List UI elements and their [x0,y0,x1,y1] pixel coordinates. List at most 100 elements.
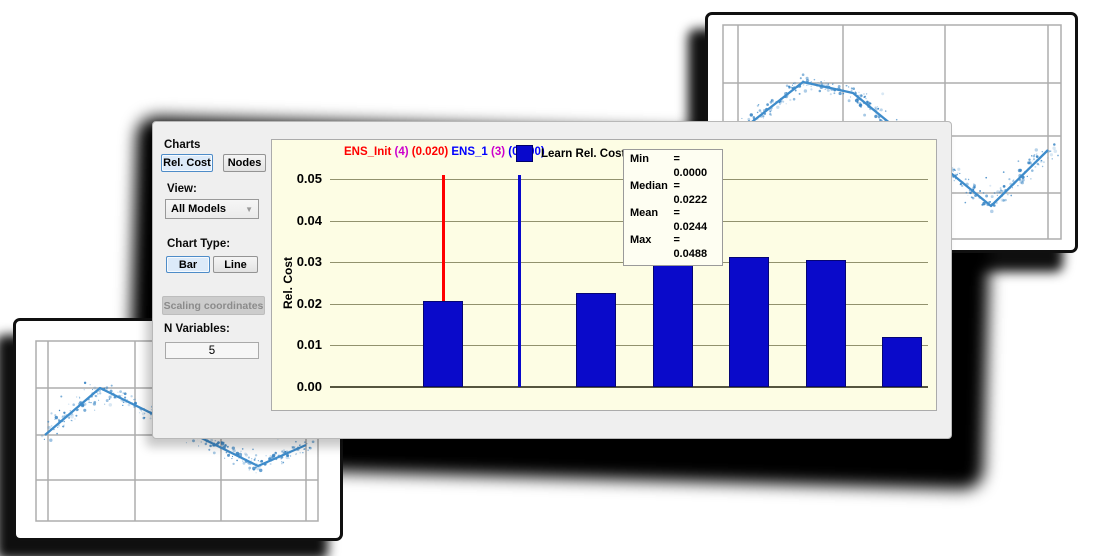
scatter-dot [752,116,756,119]
scatter-dot [818,89,822,93]
scatter-dot [858,91,860,93]
y-tick-label: 0.03 [296,254,322,270]
scatter-dot [225,451,228,454]
scatter-dot [83,408,87,412]
scatter-dot [290,455,292,457]
scatter-dot [198,445,200,447]
scatter-dot [879,110,881,112]
scatter-dot [810,81,813,83]
x-axis-line [330,386,928,388]
gridline [330,303,928,305]
bar[interactable] [423,300,463,387]
scatter-dot [874,106,877,109]
scatter-dot [232,449,236,453]
scatter-dot [866,100,869,104]
bar[interactable] [729,257,769,387]
scatter-dot [895,118,898,121]
scatter-dot [1032,160,1034,162]
scatter-dot [1053,149,1058,154]
scatter-dot [295,440,297,443]
scatter-dot [996,194,998,196]
scatter-dot [758,109,762,112]
scatter-dot [76,396,78,398]
chart-type-label: Chart Type: [167,238,231,250]
y-tick-label: 0.04 [296,212,322,228]
stat-row-median: Median = 0.0222 [630,180,708,206]
view-dropdown[interactable]: All Models ▼ [165,199,259,219]
scatter-dot [298,444,301,447]
scatter-dot [1051,158,1053,160]
scatter-dot [996,190,1000,194]
scatter-dot [299,451,302,454]
view-selected-value: All Models [171,203,227,215]
scatter-dot [108,403,113,407]
scatter-dot [93,386,97,390]
scatter-dot [824,82,828,87]
scatter-dot [281,461,283,463]
scatter-dot [826,88,830,92]
scatter-dot [98,399,100,401]
scatter-dot [806,84,808,86]
scatter-dot [757,104,760,106]
scatter-dot [70,415,74,419]
scatter-dot [1032,154,1036,158]
scatter-dot [83,381,87,385]
scatter-dot [78,396,80,398]
chart-title-part: ENS_Init [344,146,392,158]
scatter-dot [257,460,259,462]
scatter-dot [956,173,958,176]
scatter-dot [94,394,97,397]
scatter-dot [72,403,75,406]
nodes-tab-button[interactable]: Nodes [223,154,266,172]
scatter-dot [80,401,82,403]
scatter-dot [205,441,207,443]
scatter-dot [968,190,970,192]
bar[interactable] [805,259,846,387]
scatter-dot [787,95,790,97]
scatter-dot [114,396,117,399]
scatter-dot [1031,169,1034,172]
scatter-dot [119,390,122,393]
scatter-dot [973,184,976,188]
scatter-dot [999,189,1003,192]
bar-chart-type-button[interactable]: Bar [166,256,210,273]
scatter-dot [133,399,135,401]
scatter-dot [251,458,253,460]
scatter-dot [805,76,809,80]
scatter-dot [954,173,957,176]
scatter-dot [125,402,127,404]
n-variables-input[interactable] [165,342,259,359]
scatter-dot [299,443,301,446]
scatter-dot [957,172,959,174]
scatter-dot [89,384,91,386]
line-chart-type-button[interactable]: Line [213,256,258,273]
scatter-dot [770,114,772,116]
bar[interactable] [576,293,616,387]
scatter-dot [790,86,792,88]
scatter-dot [1010,194,1013,197]
stat-row-mean: Mean = 0.0244 [630,207,708,233]
scatter-dot [1040,160,1043,162]
scatter-dot [788,87,791,90]
scaling-coordinates-button[interactable]: Scaling coordinates [162,296,265,315]
scatter-dot [62,425,65,428]
scatter-dot [1035,155,1039,158]
scatter-dot [877,107,880,110]
scatter-dot [762,117,764,119]
scatter-dot [1036,153,1038,155]
scatter-dot [833,92,836,95]
scatter-dot [122,401,125,404]
scatter-dot [248,466,252,470]
scatter-dot [209,444,212,448]
bar[interactable] [652,244,693,387]
chart-panel: ENS_Init (4) (0.020) ENS_1 (3) (0.000) L… [271,139,937,411]
scatter-dot [54,418,56,421]
bar[interactable] [882,336,922,387]
scatter-dot [143,416,146,419]
chevron-down-icon: ▼ [245,204,253,214]
scatter-dot [798,92,801,95]
scatter-dot [269,454,273,458]
scatter-dot [1041,165,1044,168]
rel-cost-tab-button[interactable]: Rel. Cost [161,154,213,172]
scatter-dot [1012,179,1015,181]
